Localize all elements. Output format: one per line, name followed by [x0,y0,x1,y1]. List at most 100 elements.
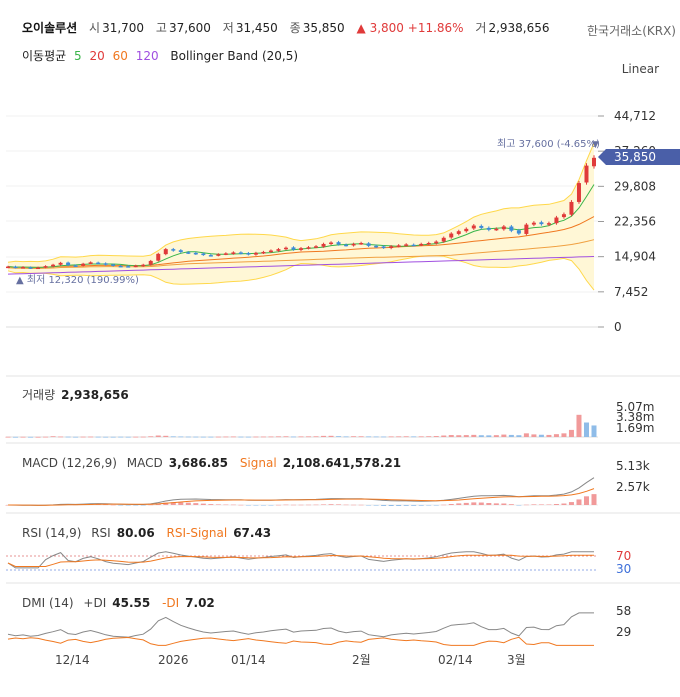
current-price-tag: 35,850 [598,149,680,165]
macd-histogram-bar [531,504,537,505]
candle-body [314,246,319,248]
plus-di-value: 45.55 [112,596,151,610]
candle-body [389,246,394,249]
candle-body [291,247,296,250]
ma60-label: 60 [112,49,128,63]
volume-bar [95,436,101,438]
volume-bar [531,434,537,437]
volume-bar [230,436,236,438]
candle-body [576,183,581,202]
open-value: 31,700 [102,21,145,35]
candle-body [329,242,334,245]
volume-bar [418,436,424,438]
macd-histogram-bar [373,505,379,506]
volume-bar [133,436,139,438]
macd-histogram-bar [193,503,199,505]
macd-signal-value: 2,108.641,578.21 [282,456,402,470]
volume-bar [321,435,327,437]
macd-histogram-bar [208,504,214,505]
volume-bar [358,436,364,438]
volume-bar [80,436,86,438]
macd-histogram-bar [103,504,109,506]
macd-histogram-bar [523,504,529,506]
volume-bar [396,436,402,438]
max-price-marker: ▼ [592,140,599,150]
high-value: 37,600 [168,21,211,35]
macd-histogram-bar [426,505,432,506]
candle-body [208,255,213,257]
volume-bar [561,433,567,437]
macd-histogram-bar [576,499,582,505]
volume-bar [290,436,296,438]
candle-body [276,249,281,251]
ma-legend-title: 이동평균 [22,49,67,63]
plus-di-line [7,612,594,638]
volume-bars [5,414,597,438]
volume-bar [366,436,372,438]
macd-histogram [5,494,597,507]
macd-histogram-bar [358,504,364,506]
candle-body [441,237,446,242]
price-tick-label: 0 [614,320,622,334]
macd-histogram-bar [290,504,296,506]
volume-bar [433,436,439,437]
macd-histogram-bar [238,504,244,506]
dmi-tick-2: 29 [616,625,631,639]
bollinger-band-area [8,143,594,291]
candle-body [253,252,258,255]
macd-histogram-bar [418,505,424,506]
change-pct: +11.86% [407,21,464,35]
candle-body [88,262,93,264]
volume-bar [178,436,184,438]
candle-body [66,262,71,266]
macd-histogram-bar [185,502,191,505]
open-label: 시 [89,21,101,35]
candle-body [411,244,416,247]
volume-bar [328,435,334,437]
volume-bar [28,436,34,438]
quote-header: 오이솔루션 시 31,700 고 37,600 저 31,450 종 35,850 ▲ … [22,19,558,36]
candle-body [81,263,86,266]
stock-name: 오이솔루션 [22,21,78,35]
macd-histogram-bar [328,504,334,505]
volume-bar [58,436,64,438]
macd-histogram-bar [463,502,469,505]
macd-histogram-bar [456,503,462,505]
candle-body [216,254,221,256]
time-axis: 12/14 2026 01/14 2월 02/14 3월 [55,653,526,667]
price-tick-label: 7,452 [614,285,648,299]
volume-bar [185,436,191,438]
volume-title: 거래량 [22,388,56,402]
ma120-line [7,256,595,275]
candle-body [58,262,63,265]
volume-bar [381,436,387,438]
candle-body [531,222,536,225]
candle-body [103,263,108,265]
candle-body [539,222,544,225]
max-price-note: 최고 37,600 (-4.65%) [497,138,600,150]
macd-histogram-bar [351,504,357,506]
volume-tick-3: 1.69m [616,421,654,435]
macd-histogram-bar [133,505,139,506]
candle-body [73,265,78,267]
macd-tick-1: 5.13k [616,459,650,473]
volume-bar [283,436,289,438]
volume-bar [568,429,574,437]
ma-legend[interactable]: 이동평균 5 20 60 120 Bollinger Band (20,5) [22,47,302,64]
candle-body [36,267,41,270]
candle-body [238,252,243,254]
scale-mode-toggle[interactable]: Linear [621,62,659,76]
macd-histogram-bar [283,504,289,506]
macd-tick-2: 2.57k [616,480,650,494]
candle-body [321,243,326,247]
x-tick-2: 2026 [158,653,189,667]
volume-bar [245,436,251,438]
ma120-label: 120 [135,49,159,63]
volume-bar [508,434,514,437]
volume-bar [110,436,116,438]
volume-bar [583,422,589,437]
candle-body [449,233,454,238]
macd-histogram-bar [125,505,131,506]
